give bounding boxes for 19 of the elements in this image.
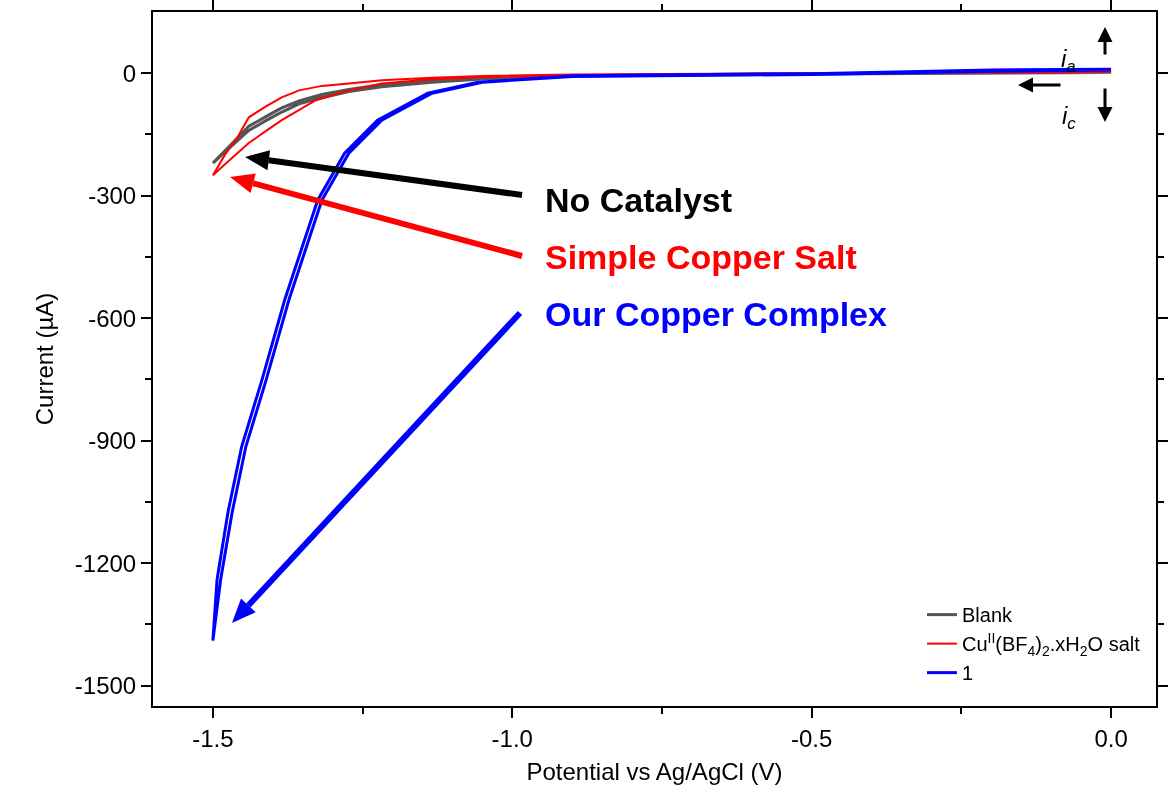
x-tick-label: 0.0 <box>1094 724 1128 752</box>
x-tick-label: -0.5 <box>791 724 833 752</box>
annotation: Simple Copper Salt <box>545 238 857 276</box>
annotation: i$_{c}$ <box>1062 102 1077 134</box>
y-tick-label: -1500 <box>74 671 137 699</box>
y-tick-label: -900 <box>88 427 137 455</box>
y-axis-title: Current (µA) <box>31 292 59 426</box>
y-tick-label: -1200 <box>74 549 137 577</box>
legend-label: 1 <box>961 662 974 685</box>
legend-label: Blank <box>961 604 1013 627</box>
x-tick-label: -1.0 <box>491 724 533 752</box>
annotation: Our Copper Complex <box>545 295 888 333</box>
y-tick-label: -600 <box>88 304 137 332</box>
y-tick-label: 0 <box>122 59 137 87</box>
text: Cu$^{II}$(BF$_{4}$)$_{2}$.xH$_{2}$O salt <box>961 630 1140 659</box>
y-tick-label: -300 <box>88 182 137 210</box>
x-tick-label: -1.5 <box>192 724 234 752</box>
annotation: No Catalyst <box>545 181 733 219</box>
x-axis-title: Potential vs Ag/AgCl (V) <box>526 757 783 785</box>
